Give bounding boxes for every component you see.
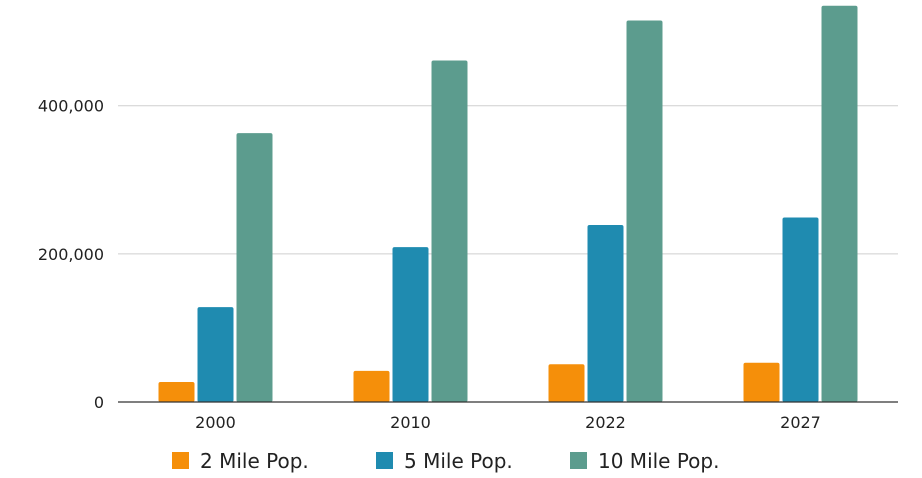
bar-2010-10-mile-pop	[431, 60, 468, 402]
legend-label: 10 Mile Pop.	[598, 449, 719, 473]
bar-2027-2-mile-pop	[743, 362, 780, 402]
bars	[158, 5, 858, 402]
x-axis-labels: 2000 2010 2022 2027	[195, 413, 821, 432]
x-tick-label: 2010	[390, 413, 431, 432]
bar-2027-10-mile-pop	[821, 5, 858, 402]
legend: 2 Mile Pop. 5 Mile Pop. 10 Mile Pop.	[172, 449, 719, 473]
y-tick-label: 400,000	[38, 97, 104, 116]
x-tick-label: 2022	[585, 413, 626, 432]
bar-2010-2-mile-pop	[353, 370, 390, 402]
y-tick-label: 200,000	[38, 245, 104, 264]
legend-swatch	[570, 452, 587, 469]
bar-2000-10-mile-pop	[236, 133, 273, 402]
bar-2000-2-mile-pop	[158, 382, 195, 402]
legend-label: 2 Mile Pop.	[200, 449, 309, 473]
y-axis-ticks: 0 200,000 400,000	[38, 97, 104, 412]
legend-swatch	[376, 452, 393, 469]
legend-label: 5 Mile Pop.	[404, 449, 513, 473]
y-tick-label: 0	[94, 393, 104, 412]
bar-2022-2-mile-pop	[548, 364, 585, 402]
x-tick-label: 2027	[780, 413, 821, 432]
x-tick-label: 2000	[195, 413, 236, 432]
bar-2022-10-mile-pop	[626, 20, 663, 402]
bar-2027-5-mile-pop	[782, 217, 819, 402]
bar-2022-5-mile-pop	[587, 224, 624, 402]
bar-2000-5-mile-pop	[197, 307, 234, 402]
legend-swatch	[172, 452, 189, 469]
gridlines	[118, 105, 898, 255]
bar-2010-5-mile-pop	[392, 247, 429, 402]
